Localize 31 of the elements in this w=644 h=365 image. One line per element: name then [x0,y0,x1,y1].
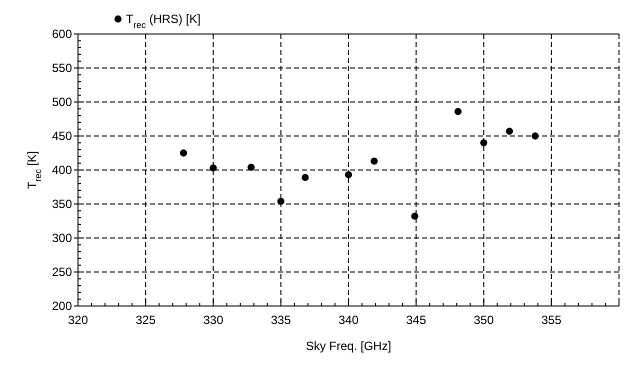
point [454,108,462,116]
y-tick-label: 550 [52,61,72,75]
x-tick-label: 345 [406,313,426,327]
point [370,158,378,165]
point [532,132,539,140]
point [248,164,255,171]
y-tick-label: 600 [52,27,72,41]
y-tick-label: 350 [52,197,72,211]
x-tick-label: 350 [474,313,494,327]
y-tick-label: 450 [52,129,72,143]
x-axis-title: Sky Freq. [GHz] [306,339,392,353]
x-tick-label: 330 [203,313,224,327]
point [506,128,514,135]
legend-label: T$_{rec}$ (HRS) [K] [126,12,201,30]
point [344,171,352,178]
y-tick-label: 400 [52,163,72,177]
x-tick-label: 320 [68,313,88,327]
point [180,149,188,157]
y-tick-label: 200 [52,299,72,313]
y-tick-label: 500 [52,95,72,109]
point [277,198,284,205]
x-tick-label: 355 [541,313,562,327]
y-tick-label: 250 [52,265,72,279]
point [480,139,488,146]
point [302,174,309,182]
y-tick-label: 300 [52,231,72,245]
x-tick-label: 325 [136,313,156,327]
x-tick-label: 335 [270,313,292,327]
point [210,164,217,172]
x-tick-label: 340 [338,313,359,327]
point [411,212,418,220]
